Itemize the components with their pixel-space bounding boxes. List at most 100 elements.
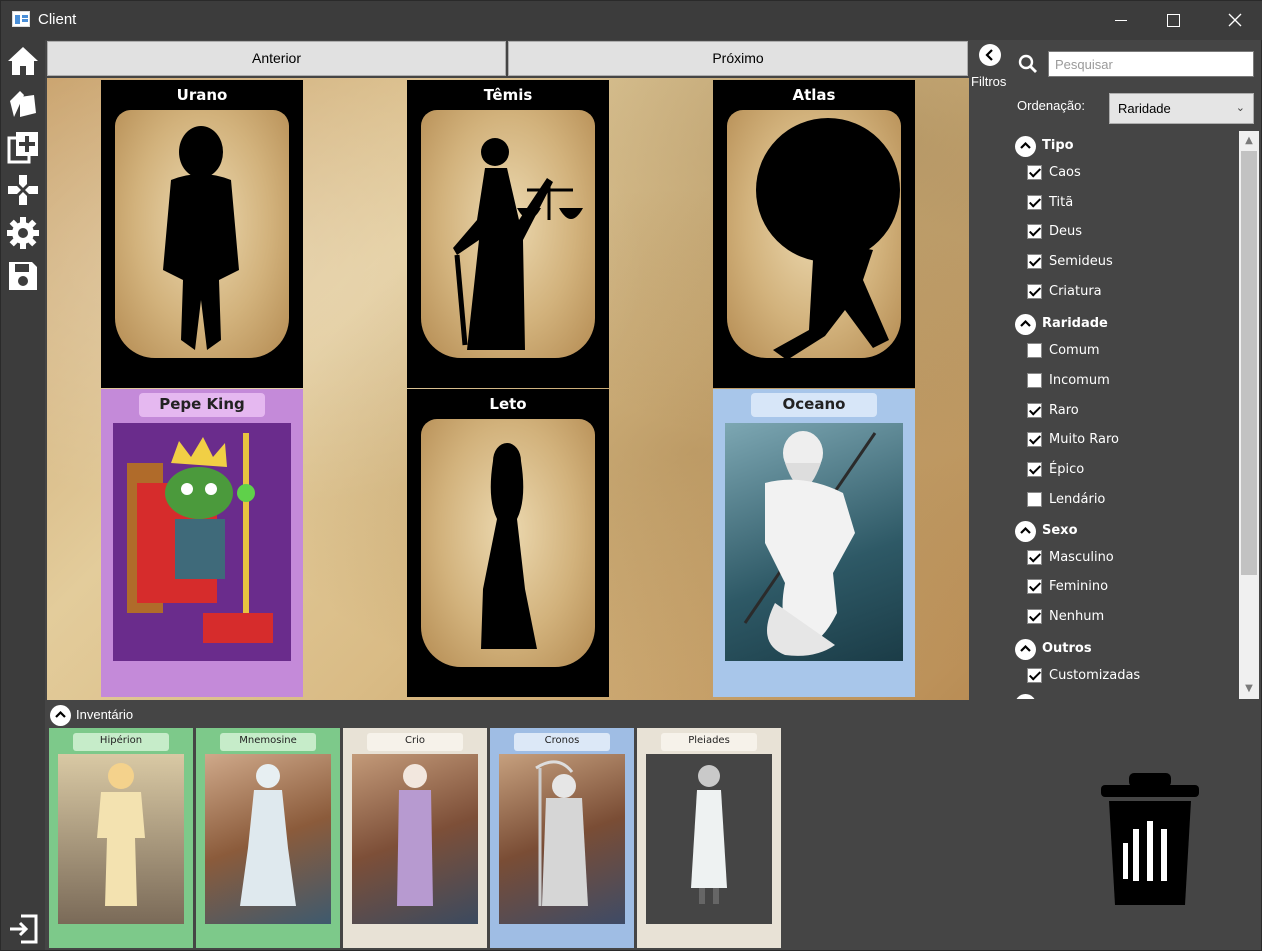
nymph-figure-icon — [691, 765, 727, 904]
checkbox[interactable] — [1027, 343, 1042, 358]
card-locked[interactable]: Atlas — [713, 80, 915, 388]
inventory-card[interactable]: Crio — [343, 728, 487, 948]
checkbox-label: Masculino — [1049, 550, 1114, 565]
filters-toggle-button[interactable] — [969, 41, 1011, 101]
sort-value: Raridade — [1118, 101, 1171, 116]
card-owned[interactable]: Oceano — [713, 389, 915, 697]
next-page-button[interactable]: Próximo — [508, 41, 968, 76]
checkbox-label: Criatura — [1049, 284, 1102, 299]
scroll-up-arrow-icon[interactable]: ▲ — [1245, 135, 1253, 146]
checkbox-label: Titã — [1049, 195, 1074, 210]
inventory-area: Hipérion Mnemosine Crio Cronos — [47, 728, 1259, 950]
sort-select[interactable]: Raridade ⌄ — [1109, 93, 1254, 124]
checkbox[interactable] — [1027, 579, 1042, 594]
checkbox-label: Muito Raro — [1049, 432, 1119, 447]
card-banner — [514, 733, 610, 751]
titan-figure-icon — [97, 763, 145, 906]
home-button[interactable] — [6, 44, 40, 78]
cards-button[interactable] — [6, 87, 40, 121]
scroll-thumb[interactable] — [1241, 151, 1257, 575]
search-input[interactable] — [1048, 51, 1254, 77]
close-icon — [1228, 13, 1242, 27]
chevron-up-icon — [1015, 639, 1036, 660]
checkbox[interactable] — [1027, 492, 1042, 507]
chevron-up-icon — [1015, 694, 1036, 699]
card-locked[interactable]: Têmis — [407, 80, 609, 388]
scroll-down-arrow-icon[interactable]: ▼ — [1245, 683, 1253, 694]
main-sidebar — [1, 40, 45, 950]
card-title: Cronos — [544, 735, 580, 746]
cards-icon — [10, 91, 36, 117]
sort-label: Ordenação: — [1017, 98, 1085, 113]
card-banner — [367, 733, 463, 751]
chevron-up-icon — [1015, 314, 1036, 335]
card-owned[interactable]: Pepe King — [101, 389, 303, 697]
home-icon — [8, 47, 38, 75]
checkbox[interactable] — [1027, 254, 1042, 269]
checkbox[interactable] — [1027, 373, 1042, 388]
title-bar: Client — [1, 1, 1262, 40]
inventory-card[interactable]: Hipérion — [49, 728, 193, 948]
inventory-card[interactable]: Mnemosine — [196, 728, 340, 948]
checkbox[interactable] — [1027, 284, 1042, 299]
add-deck-icon — [7, 132, 38, 164]
settings-button[interactable] — [6, 216, 40, 250]
filter-scrollbar[interactable]: ▲ ▼ — [1239, 131, 1259, 699]
checkbox[interactable] — [1027, 432, 1042, 447]
chevron-up-icon — [1015, 136, 1036, 157]
card-art — [725, 423, 903, 661]
filter-group-label: Tipo — [1042, 138, 1074, 153]
checkbox-label: Caos — [1049, 165, 1081, 180]
chevron-down-icon: ⌄ — [1235, 102, 1245, 114]
card-banner — [139, 393, 265, 417]
checkbox[interactable] — [1027, 462, 1042, 477]
inventory-card[interactable]: Cronos — [490, 728, 634, 948]
checkbox-label: Raro — [1049, 403, 1079, 418]
checkbox-label: Comum — [1049, 343, 1100, 358]
inventory-card[interactable]: Pleiades — [637, 728, 781, 948]
close-button[interactable] — [1209, 1, 1261, 40]
checkbox[interactable] — [1027, 668, 1042, 683]
checkbox[interactable] — [1027, 165, 1042, 180]
titan-figure-icon — [535, 760, 588, 906]
checkbox-label: Customizadas — [1049, 668, 1141, 683]
card-locked[interactable]: Urano — [101, 80, 303, 388]
checkbox-label: Semideus — [1049, 254, 1113, 269]
logout-icon[interactable] — [7, 913, 39, 945]
checkbox[interactable] — [1027, 195, 1042, 210]
filter-group-label: Raridade — [1042, 316, 1108, 331]
chevron-up-icon — [50, 705, 71, 726]
minimize-button[interactable] — [1095, 1, 1147, 40]
card-board: Urano Têmis Atlas — [47, 78, 969, 700]
previous-page-button[interactable]: Anterior — [47, 41, 506, 76]
card-art — [113, 423, 291, 661]
app-icon — [12, 11, 30, 27]
card-title: Pleiades — [688, 735, 730, 746]
maximize-button[interactable] — [1147, 1, 1199, 40]
checkbox-label: Feminino — [1049, 579, 1109, 594]
filter-list: Tipo Caos Titã Deus Semideus Criatura Ra… — [1011, 129, 1239, 699]
filter-group-label: Sexo — [1042, 523, 1078, 538]
add-deck-button[interactable] — [6, 130, 40, 164]
checkbox-label: Lendário — [1049, 492, 1106, 507]
checkbox-label: Deus — [1049, 224, 1083, 239]
silhouette-icon — [756, 118, 900, 360]
checkbox[interactable] — [1027, 609, 1042, 624]
checkbox[interactable] — [1027, 224, 1042, 239]
save-icon — [9, 262, 37, 290]
card-title: Têmis — [483, 86, 533, 104]
card-title: Crio — [405, 735, 425, 746]
card-title: Hipérion — [99, 735, 143, 746]
card-banner — [220, 733, 316, 751]
checkbox[interactable] — [1027, 403, 1042, 418]
window-title: Client — [38, 11, 77, 28]
checkbox-label: Incomum — [1049, 373, 1110, 388]
save-button[interactable] — [6, 259, 40, 293]
checkbox-label: Épico — [1049, 462, 1085, 477]
checkbox[interactable] — [1027, 550, 1042, 565]
card-banner — [751, 393, 877, 417]
play-button[interactable] — [6, 173, 40, 207]
trash-icon[interactable] — [1099, 771, 1201, 907]
card-locked[interactable]: Leto — [407, 389, 609, 697]
silhouette-icon — [453, 138, 583, 350]
